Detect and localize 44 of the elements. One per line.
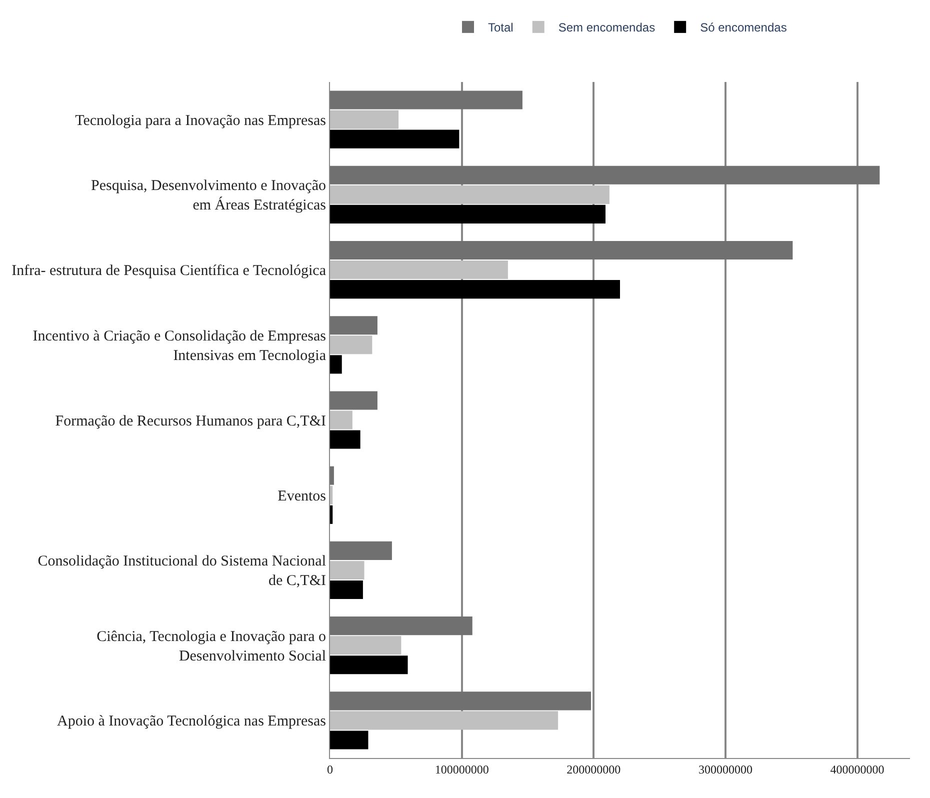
bar bbox=[330, 692, 591, 710]
bar bbox=[330, 204, 606, 224]
bar bbox=[330, 580, 363, 600]
legend-label: Sem encomendas bbox=[558, 20, 656, 35]
bar bbox=[330, 260, 508, 280]
y-tick-label: Incentivo à Criação e Consolidação de Empresas Intensivas em Tecnologia bbox=[32, 328, 326, 364]
x-tick-label: 300000000 bbox=[698, 762, 752, 776]
x-tick-label: 200000000 bbox=[566, 762, 621, 776]
y-tick-label: Consolidação Institucional do Sistema Nacional de C,T&I bbox=[38, 554, 326, 590]
bar bbox=[330, 110, 399, 129]
bar bbox=[330, 541, 392, 560]
bar bbox=[330, 336, 372, 354]
y-tick-label: Apoio à Inovação Tecnológica nas Empresas bbox=[57, 714, 326, 730]
y-tick-label: Pesquisa, Desenvolvimento e Inovação em Áreas Estratégicas bbox=[91, 178, 326, 214]
bar bbox=[330, 185, 610, 204]
bar bbox=[330, 466, 334, 485]
x-tick-label: 100000000 bbox=[434, 762, 489, 776]
bar bbox=[330, 711, 558, 730]
x-tick-label: 400000000 bbox=[830, 762, 884, 776]
bar bbox=[330, 280, 620, 299]
bar bbox=[330, 316, 378, 335]
bar bbox=[330, 391, 378, 410]
x-tick-label: 0 bbox=[327, 762, 333, 776]
legend-label: Total bbox=[488, 20, 514, 35]
y-tick-label: Ciência, Tecnologia e Inovação para o Desenvolvimento Social bbox=[96, 628, 326, 664]
bar bbox=[330, 636, 402, 655]
bar bbox=[330, 486, 333, 504]
bar bbox=[330, 355, 342, 374]
y-tick-label: Formação de Recursos Humanos para C,T&I bbox=[55, 413, 326, 430]
bar bbox=[330, 730, 368, 750]
bar bbox=[330, 430, 360, 449]
bar bbox=[330, 656, 408, 674]
y-tick-label: Infra- estrutura de Pesquisa Científica e Tecnológica bbox=[12, 263, 326, 280]
bar bbox=[330, 166, 880, 184]
bar bbox=[330, 616, 472, 636]
bar bbox=[330, 90, 522, 110]
bar bbox=[330, 505, 333, 524]
bar bbox=[330, 560, 364, 580]
y-tick-label: Tecnologia para a Inovação nas Empresas bbox=[75, 112, 326, 129]
bar bbox=[330, 130, 460, 148]
legend-label: Só encomendas bbox=[700, 20, 787, 35]
bar bbox=[330, 410, 352, 430]
y-tick-label: Eventos bbox=[278, 488, 326, 504]
bar bbox=[330, 240, 793, 260]
